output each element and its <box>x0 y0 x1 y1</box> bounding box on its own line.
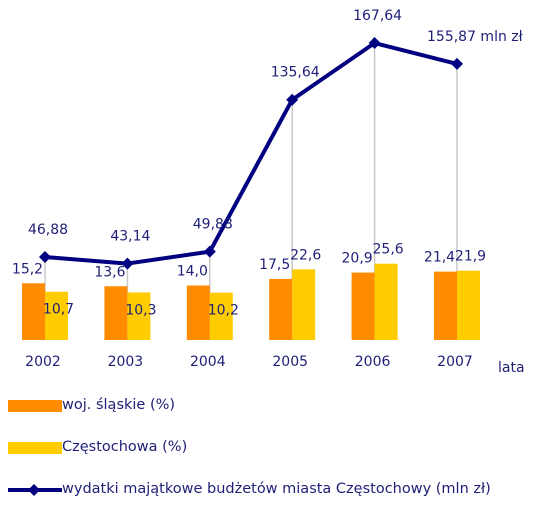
x-tick-label: 2002 <box>25 354 61 370</box>
data-label: 49,88 <box>193 217 233 233</box>
line-marker <box>203 245 216 258</box>
line-marker <box>286 93 299 106</box>
data-label: 43,14 <box>110 229 150 245</box>
data-label: 20,9 <box>342 251 373 267</box>
bar <box>127 292 151 340</box>
legend-label: Częstochowa (%) <box>62 439 188 455</box>
legend-swatch <box>8 442 62 454</box>
data-label: 15,2 <box>12 261 43 277</box>
line-marker <box>39 250 51 263</box>
legend-entry: woj. śląskie (%) <box>62 397 176 413</box>
data-label: 21,4 <box>424 250 455 266</box>
data-label: 10,3 <box>125 302 156 318</box>
bar <box>269 278 293 340</box>
data-label: 25,6 <box>373 242 404 258</box>
x-tick-label: 2007 <box>437 354 473 370</box>
bar <box>104 286 128 340</box>
bars <box>22 263 480 340</box>
data-label: 21,9 <box>455 249 486 265</box>
data-label: 14,0 <box>177 264 208 280</box>
data-label: 13,6 <box>94 264 125 280</box>
bar <box>209 292 233 340</box>
line-marker <box>451 57 463 70</box>
bar <box>374 263 398 340</box>
x-tick-label: 2004 <box>190 354 226 370</box>
data-label: 155,87 mln zł <box>427 29 523 45</box>
data-label: 10,7 <box>43 302 74 318</box>
bar <box>351 272 375 340</box>
data-label: 135,64 <box>271 65 320 81</box>
data-label: 22,6 <box>290 247 321 263</box>
data-label: 10,2 <box>208 303 239 319</box>
bar <box>434 271 457 340</box>
x-tick-label: 2003 <box>108 354 144 370</box>
x-axis-label: lata <box>498 360 525 376</box>
data-label: 17,5 <box>259 257 290 273</box>
bar <box>45 291 68 340</box>
legend-label: wydatki majątkowe budżetów miasta Często… <box>62 481 491 497</box>
bar <box>292 269 316 340</box>
bar <box>457 270 480 340</box>
lines <box>39 37 463 270</box>
bar <box>186 285 210 340</box>
legend-label: woj. śląskie (%) <box>62 397 176 413</box>
data-label: 46,88 <box>28 222 68 238</box>
legend-swatch <box>8 400 62 412</box>
x-tick-label: 2006 <box>355 354 391 370</box>
x-tick-label: 2005 <box>272 354 308 370</box>
line-marker <box>368 37 381 50</box>
line-marker <box>121 257 134 270</box>
data-label: 167,64 <box>353 8 402 24</box>
legend-marker <box>28 484 40 496</box>
legend-entry: Częstochowa (%) <box>62 439 188 455</box>
line <box>44 41 458 266</box>
legend-entry: wydatki majątkowe budżetów miasta Często… <box>62 481 491 497</box>
bar <box>22 283 45 340</box>
